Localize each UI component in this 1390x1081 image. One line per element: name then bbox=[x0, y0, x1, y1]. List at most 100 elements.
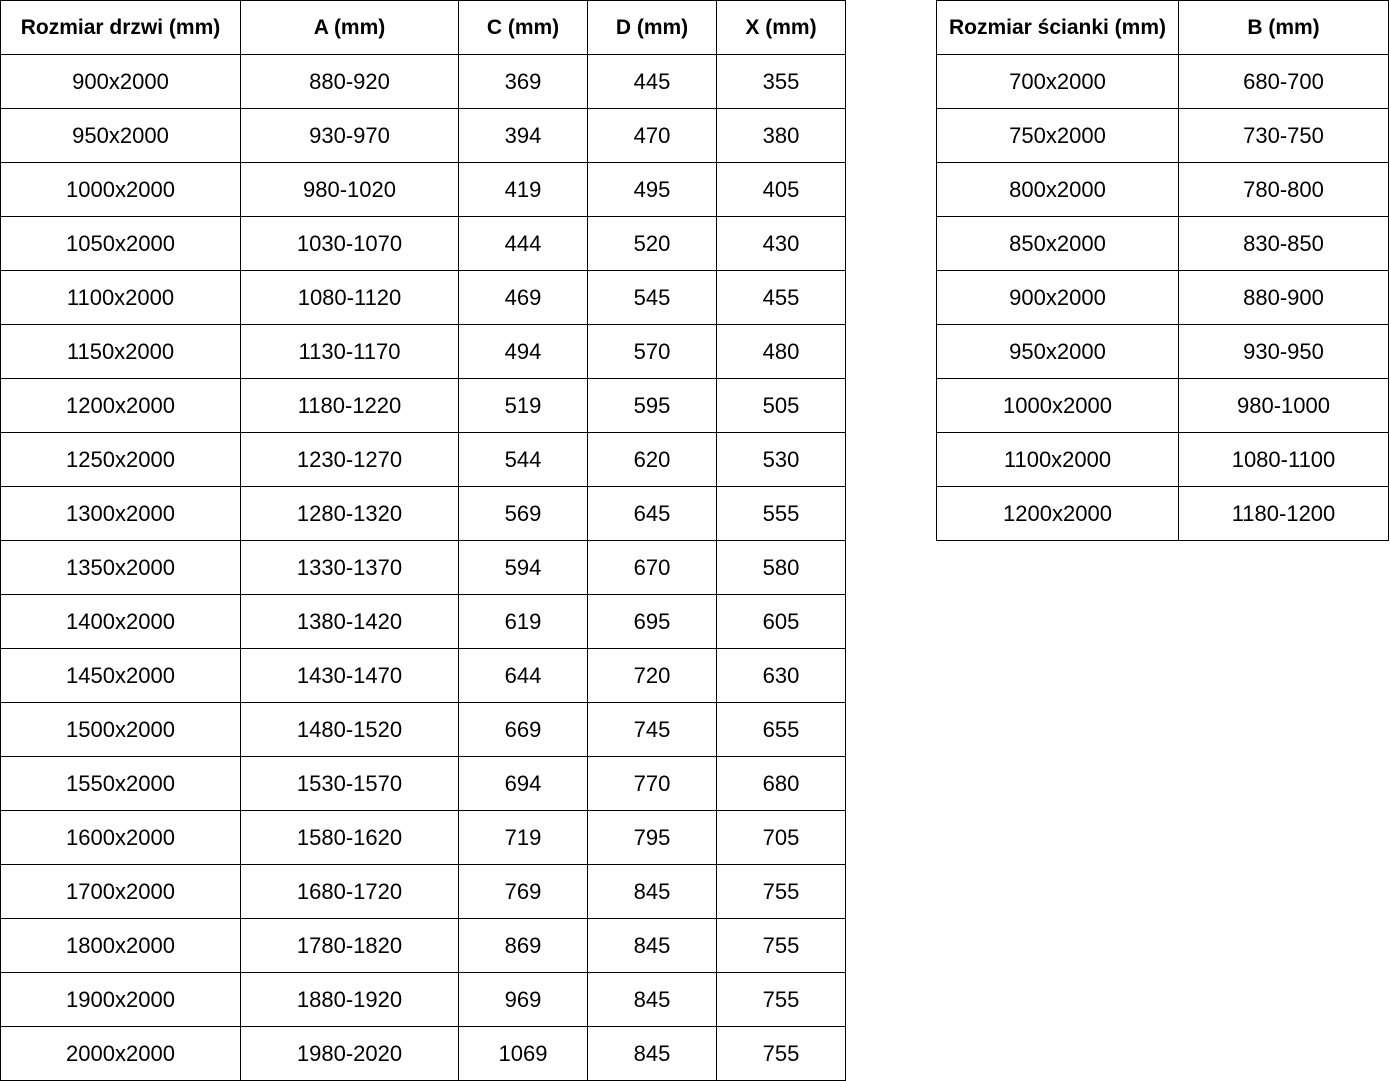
table-cell: 1530-1570 bbox=[240, 756, 459, 811]
table-cell: 394 bbox=[458, 108, 588, 163]
table-cell: 1350x2000 bbox=[0, 540, 241, 595]
table-cell: 519 bbox=[458, 378, 588, 433]
table-cell: 780-800 bbox=[1178, 162, 1389, 217]
table-cell: 355 bbox=[716, 54, 846, 109]
table-cell: 1580-1620 bbox=[240, 810, 459, 865]
table-cell: 555 bbox=[716, 486, 846, 541]
table-cell: 1450x2000 bbox=[0, 648, 241, 703]
table-cell: 1000x2000 bbox=[936, 378, 1179, 433]
table-cell: 419 bbox=[458, 162, 588, 217]
table-cell: 1200x2000 bbox=[0, 378, 241, 433]
table-cell: 1130-1170 bbox=[240, 324, 459, 379]
table-cell: 1080-1120 bbox=[240, 270, 459, 325]
table-cell: 570 bbox=[587, 324, 717, 379]
column-header: X (mm) bbox=[716, 0, 846, 55]
table-cell: 544 bbox=[458, 432, 588, 487]
table-cell: 619 bbox=[458, 594, 588, 649]
table-row: 1000x2000 980-1020 419 495 405 bbox=[0, 162, 846, 217]
table-cell: 1480-1520 bbox=[240, 702, 459, 757]
table-cell: 900x2000 bbox=[936, 270, 1179, 325]
table-cell: 470 bbox=[587, 108, 717, 163]
table-cell: 1230-1270 bbox=[240, 432, 459, 487]
table-cell: 405 bbox=[716, 162, 846, 217]
column-header: Rozmiar ścianki (mm) bbox=[936, 0, 1179, 55]
table-cell: 830-850 bbox=[1178, 216, 1389, 271]
table-cell: 869 bbox=[458, 918, 588, 973]
table-cell: 900x2000 bbox=[0, 54, 241, 109]
table-cell: 845 bbox=[587, 864, 717, 919]
table-cell: 1069 bbox=[458, 1026, 588, 1081]
table-cell: 545 bbox=[587, 270, 717, 325]
table-cell: 880-920 bbox=[240, 54, 459, 109]
table-cell: 850x2000 bbox=[936, 216, 1179, 271]
table-cell: 770 bbox=[587, 756, 717, 811]
table-cell: 1780-1820 bbox=[240, 918, 459, 973]
table-cell: 930-970 bbox=[240, 108, 459, 163]
table-cell: 1550x2000 bbox=[0, 756, 241, 811]
table-cell: 1200x2000 bbox=[936, 486, 1179, 541]
table-cell: 1280-1320 bbox=[240, 486, 459, 541]
table-cell: 969 bbox=[458, 972, 588, 1027]
table-row: 900x2000 880-920 369 445 355 bbox=[0, 54, 846, 109]
table-cell: 755 bbox=[716, 918, 846, 973]
table-cell: 755 bbox=[716, 1026, 846, 1081]
table-cell: 950x2000 bbox=[0, 108, 241, 163]
table-cell: 1500x2000 bbox=[0, 702, 241, 757]
table-cell: 980-1020 bbox=[240, 162, 459, 217]
column-header: D (mm) bbox=[587, 0, 717, 55]
table-cell: 620 bbox=[587, 432, 717, 487]
door-table-header-row: Rozmiar drzwi (mm) A (mm) C (mm) D (mm) X (m… bbox=[0, 0, 846, 55]
table-cell: 1250x2000 bbox=[0, 432, 241, 487]
table-cell: 745 bbox=[587, 702, 717, 757]
table-cell: 695 bbox=[587, 594, 717, 649]
table-row: 1150x2000 1130-1170 494 570 480 bbox=[0, 324, 846, 379]
table-cell: 1100x2000 bbox=[936, 432, 1179, 487]
table-cell: 1300x2000 bbox=[0, 486, 241, 541]
table-cell: 1330-1370 bbox=[240, 540, 459, 595]
table-cell: 1180-1200 bbox=[1178, 486, 1389, 541]
table-cell: 605 bbox=[716, 594, 846, 649]
table-cell: 495 bbox=[587, 162, 717, 217]
table-cell: 1050x2000 bbox=[0, 216, 241, 271]
table-row: 1250x2000 1230-1270 544 620 530 bbox=[0, 432, 846, 487]
table-cell: 469 bbox=[458, 270, 588, 325]
table-cell: 480 bbox=[716, 324, 846, 379]
table-cell: 1880-1920 bbox=[240, 972, 459, 1027]
table-row: 1050x2000 1030-1070 444 520 430 bbox=[0, 216, 846, 271]
table-row: 1550x2000 1530-1570 694 770 680 bbox=[0, 756, 846, 811]
table-cell: 380 bbox=[716, 108, 846, 163]
table-cell: 670 bbox=[587, 540, 717, 595]
table-cell: 755 bbox=[716, 972, 846, 1027]
table-row: 2000x2000 1980-2020 1069 845 755 bbox=[0, 1026, 846, 1081]
table-cell: 1150x2000 bbox=[0, 324, 241, 379]
table-cell: 1600x2000 bbox=[0, 810, 241, 865]
table-cell: 530 bbox=[716, 432, 846, 487]
table-row: 1100x2000 1080-1120 469 545 455 bbox=[0, 270, 846, 325]
table-cell: 1380-1420 bbox=[240, 594, 459, 649]
table-cell: 630 bbox=[716, 648, 846, 703]
table-row: 1200x2000 1180-1220 519 595 505 bbox=[0, 378, 846, 433]
table-cell: 1800x2000 bbox=[0, 918, 241, 973]
table-cell: 1900x2000 bbox=[0, 972, 241, 1027]
table-row: 950x2000 930-970 394 470 380 bbox=[0, 108, 846, 163]
table-row: 750x2000 730-750 bbox=[936, 108, 1389, 163]
table-cell: 845 bbox=[587, 918, 717, 973]
table-cell: 1180-1220 bbox=[240, 378, 459, 433]
table-cell: 505 bbox=[716, 378, 846, 433]
table-cell: 594 bbox=[458, 540, 588, 595]
table-row: 900x2000 880-900 bbox=[936, 270, 1389, 325]
table-cell: 700x2000 bbox=[936, 54, 1179, 109]
table-cell: 730-750 bbox=[1178, 108, 1389, 163]
table-cell: 705 bbox=[716, 810, 846, 865]
table-cell: 950x2000 bbox=[936, 324, 1179, 379]
table-cell: 1000x2000 bbox=[0, 162, 241, 217]
table-cell: 750x2000 bbox=[936, 108, 1179, 163]
table-row: 950x2000 930-950 bbox=[936, 324, 1389, 379]
table-cell: 1680-1720 bbox=[240, 864, 459, 919]
table-cell: 719 bbox=[458, 810, 588, 865]
column-header: C (mm) bbox=[458, 0, 588, 55]
table-cell: 1100x2000 bbox=[0, 270, 241, 325]
table-cell: 644 bbox=[458, 648, 588, 703]
column-header: A (mm) bbox=[240, 0, 459, 55]
door-size-table: Rozmiar drzwi (mm) A (mm) C (mm) D (mm) X (m… bbox=[0, 0, 846, 1081]
